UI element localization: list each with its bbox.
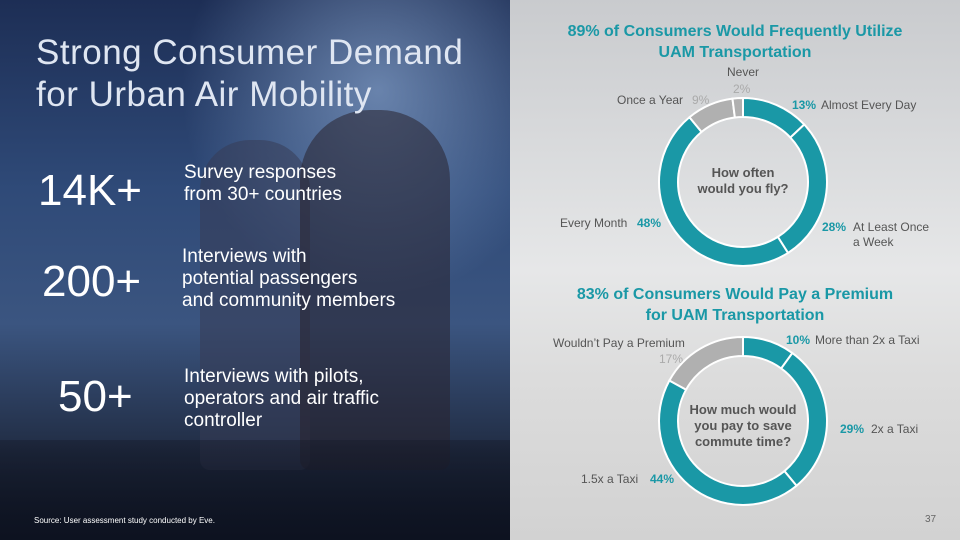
donut-slice-at-least-once-a-week: [776, 123, 828, 255]
pct-once-a-year: 9%: [692, 93, 710, 107]
right-panel: [510, 0, 960, 540]
label-2x: 2x a Taxi: [871, 422, 919, 436]
pct-wouldnt-pay: 17%: [659, 352, 684, 366]
stat-desc: Interviews with potential passengers and c…: [182, 246, 396, 311]
stat-value: 200+: [42, 257, 142, 306]
page-number: 37: [925, 514, 937, 525]
title-line-1: Strong Consumer Demand: [36, 33, 464, 72]
stat-value: 50+: [58, 372, 133, 421]
pct-almost-every-day: 13%: [792, 98, 817, 112]
donut-slice-2x-a-taxi: [779, 351, 828, 488]
donut-slice-once-a-year: [688, 97, 736, 134]
slide-title: Strong Consumer Demand for Urban Air Mob…: [36, 32, 463, 116]
donut-slice-almost-every-day: [742, 96, 806, 139]
pct-at-least-once-a-week: 28%: [822, 220, 847, 234]
chart-2-title: 83% of Consumers Would Pay a Premium for …: [576, 286, 894, 324]
chart-2-center-text: How much would you pay to save commute tim…: [689, 402, 797, 449]
source-note: Source: User assessment study conducted …: [34, 516, 215, 525]
donut-slice-wouldn-t-pay-a-premium: [668, 335, 744, 392]
background-photo: [0, 0, 510, 540]
label-wouldnt-pay: Wouldn’t Pay a Premium: [553, 336, 685, 350]
stat-desc: Survey responses from 30+ countries: [184, 162, 342, 205]
label-every-month: Every Month: [560, 216, 628, 230]
pct-never: 2%: [733, 82, 751, 96]
label-almost-every-day: Almost Every Day: [821, 98, 917, 112]
pct-every-month: 48%: [637, 216, 662, 230]
chart-1-title: 89% of Consumers Would Frequently Utiliz…: [567, 23, 903, 61]
label-1-5x: 1.5x a Taxi: [581, 472, 639, 486]
label-more-than-2x: More than 2x a Taxi: [815, 333, 920, 347]
label-at-least-once-a-week: At Least Once a Week: [853, 220, 930, 249]
stat-desc: Interviews with pilots, operators and air…: [184, 366, 380, 431]
pct-1-5x: 44%: [650, 472, 675, 486]
title-line-2: for Urban Air Mobility: [36, 75, 372, 114]
donut-slice-never: [731, 96, 744, 119]
label-once-a-year: Once a Year: [617, 93, 684, 107]
label-never: Never: [727, 65, 760, 79]
stat-value: 14K+: [38, 166, 142, 215]
chart-1-center-text: How often would you fly?: [697, 165, 789, 196]
donut-slice-1-5x-a-taxi: [658, 379, 798, 506]
donut-slice-every-month: [658, 115, 790, 267]
pct-more-than-2x: 10%: [786, 333, 811, 347]
pct-2x: 29%: [840, 422, 865, 436]
